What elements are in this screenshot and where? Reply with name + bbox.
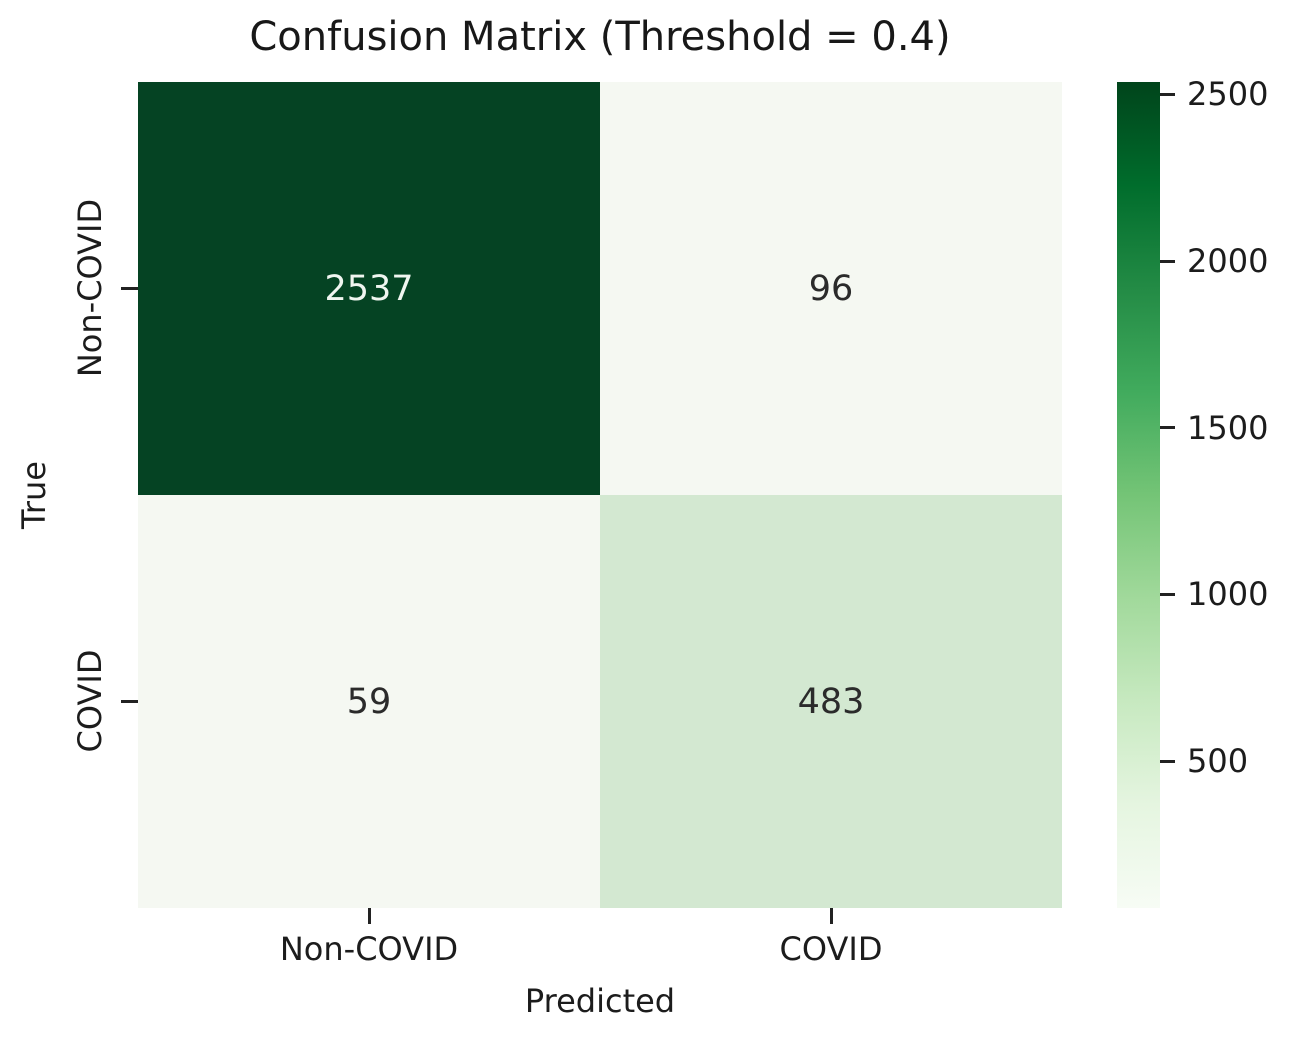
colorbar-tick-label: 2000 xyxy=(1187,242,1269,280)
heatmap-cell-true-noncovid-pred-noncovid: 2537 xyxy=(138,82,600,495)
colorbar-tick: 2500 xyxy=(1160,75,1268,113)
heatmap-cell-true-noncovid-pred-covid: 96 xyxy=(600,82,1062,495)
colorbar-tick-mark xyxy=(1160,759,1175,763)
colorbar-tick: 1500 xyxy=(1160,409,1268,447)
x-tick-label-noncovid: Non-COVID xyxy=(279,930,459,968)
cell-value: 96 xyxy=(808,268,854,309)
heatmap-grid: 2537 96 59 483 xyxy=(138,82,1062,908)
colorbar-tick-mark xyxy=(1160,259,1175,263)
colorbar-tick-mark xyxy=(1160,426,1175,430)
colorbar-tick-label: 500 xyxy=(1187,742,1249,780)
colorbar-tick-label: 1500 xyxy=(1187,408,1269,447)
x-tick-label-covid: COVID xyxy=(779,930,883,968)
colorbar-tick-label: 2500 xyxy=(1187,75,1269,114)
heatmap-cell-true-covid-pred-noncovid: 59 xyxy=(138,495,600,908)
colorbar-ticks: 2500 2000 1500 1000 500 xyxy=(1160,75,1299,908)
colorbar-tick: 2000 xyxy=(1160,242,1268,280)
colorbar-tick-mark xyxy=(1160,592,1175,596)
colorbar-tick-mark xyxy=(1160,92,1175,96)
cell-value: 59 xyxy=(346,681,392,722)
cell-value: 2537 xyxy=(324,268,414,309)
chart-title: Confusion Matrix (Threshold = 0.4) xyxy=(249,14,951,60)
y-axis-tick-mark xyxy=(121,700,138,703)
y-axis-title: True xyxy=(15,461,53,529)
colorbar-tick-label: 1000 xyxy=(1187,575,1269,614)
y-tick-label-covid: COVID xyxy=(71,649,109,753)
x-axis-tick-mark xyxy=(368,908,371,924)
y-axis-tick-mark xyxy=(121,287,138,290)
heatmap-cell-true-covid-pred-covid: 483 xyxy=(600,495,1062,908)
y-tick-label-noncovid: Non-COVID xyxy=(71,198,109,378)
x-axis-tick-mark xyxy=(830,908,833,924)
colorbar-gradient xyxy=(1117,82,1160,908)
colorbar-tick: 1000 xyxy=(1160,575,1268,613)
x-axis-title: Predicted xyxy=(524,982,676,1020)
colorbar-tick: 500 xyxy=(1160,742,1248,780)
cell-value: 483 xyxy=(797,681,865,722)
